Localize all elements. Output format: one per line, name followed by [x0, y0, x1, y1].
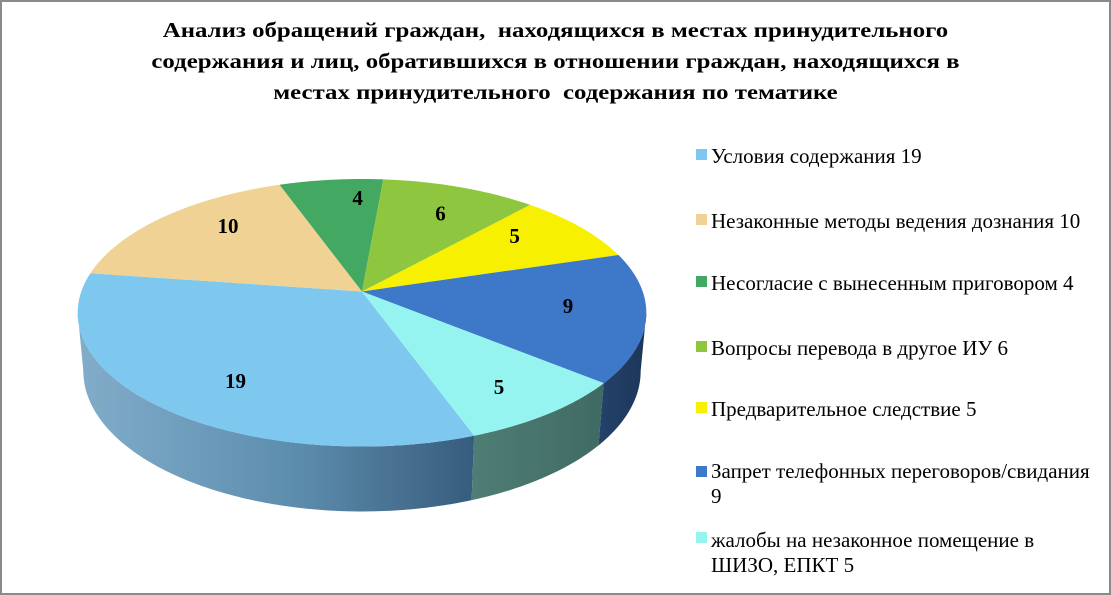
- svg-text:6: 6: [435, 201, 446, 225]
- svg-text:4: 4: [352, 186, 363, 210]
- svg-text:19: 19: [225, 369, 246, 393]
- svg-text:5: 5: [494, 375, 505, 399]
- svg-text:9: 9: [563, 294, 574, 318]
- svg-text:10: 10: [218, 214, 239, 238]
- svg-text:5: 5: [509, 224, 520, 248]
